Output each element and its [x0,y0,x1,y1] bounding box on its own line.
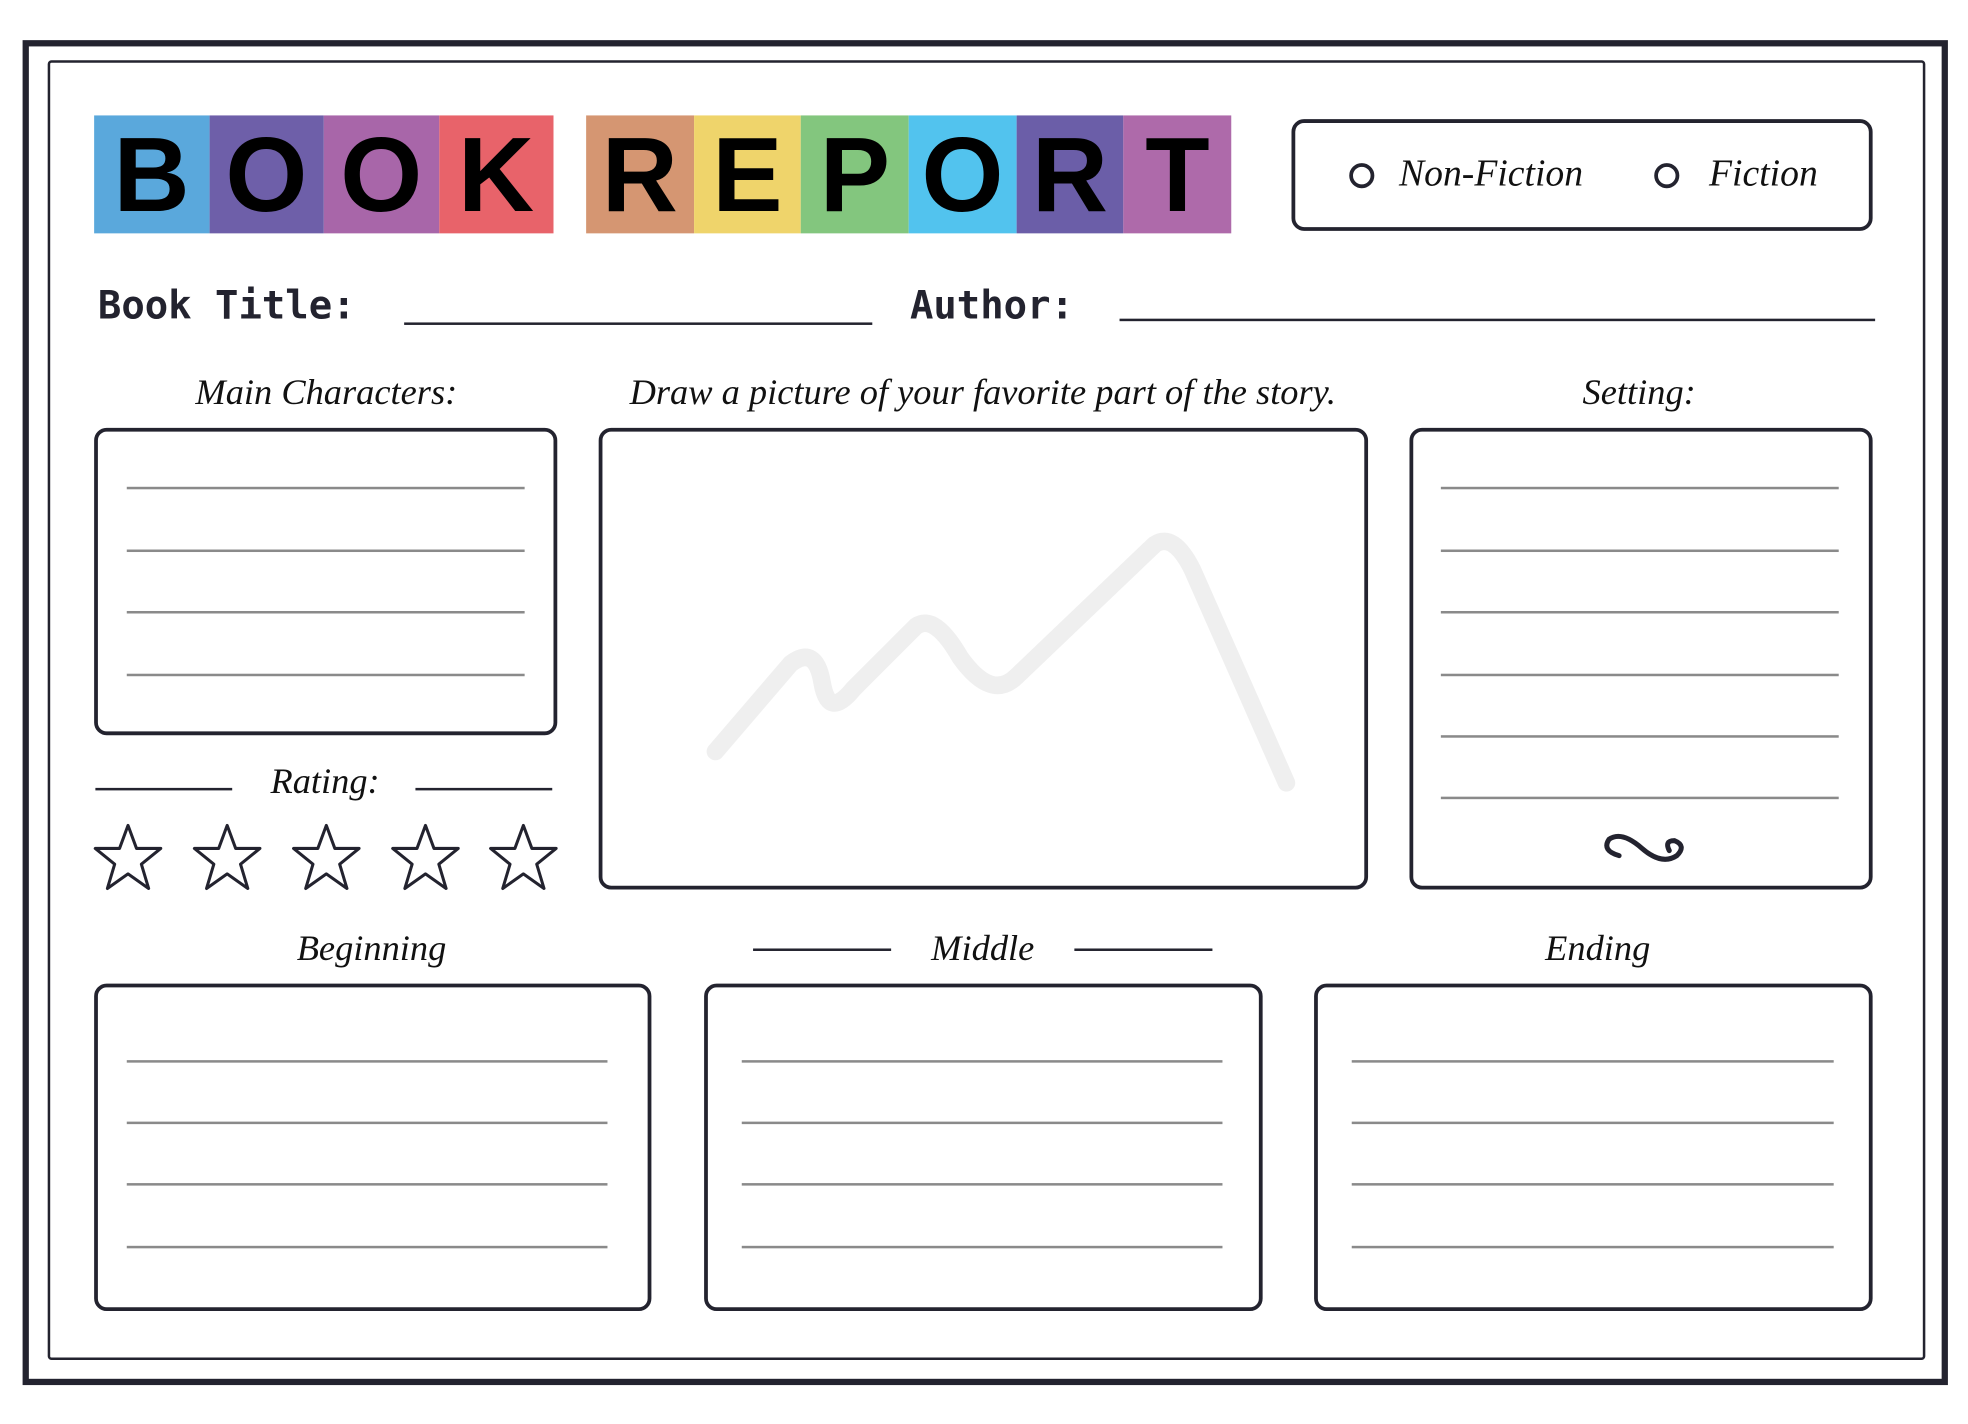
title-letter-tile: T [1123,115,1232,234]
fiction-radio[interactable] [1654,163,1680,189]
title-letter-tile: R [586,115,694,234]
swirl-ornament-icon [1604,833,1684,862]
writing-line [126,1121,608,1124]
author-label: Author: [909,283,1074,329]
author-field[interactable] [1119,318,1876,322]
drawing-box[interactable] [598,427,1369,890]
middle-divider-left [753,948,892,951]
rating-divider-left [95,787,233,791]
mountain-watermark-icon [706,532,1296,792]
writing-line [1351,1183,1834,1185]
writing-line [126,673,525,676]
rating-label: Rating: [270,761,380,802]
writing-line [126,486,525,489]
non-fiction-radio[interactable] [1349,163,1375,189]
outer-frame [22,40,1948,1386]
title-letter-tile: O [908,115,1017,234]
book-title-label: Book Title: [97,283,356,329]
writing-line [126,1183,608,1185]
ending-box[interactable] [1314,983,1873,1312]
ending-label: Ending [1545,928,1651,969]
fiction-label: Fiction [1709,153,1818,195]
book-title-field[interactable] [404,322,873,325]
setting-label: Setting: [1582,372,1696,413]
star-icon[interactable] [487,822,560,895]
writing-line [1351,1245,1834,1248]
writing-line [126,549,525,552]
inner-sketch-frame [47,60,1926,1360]
rating-divider-right [415,787,553,791]
title-letter-tile: O [323,115,439,234]
star-icon[interactable] [92,822,165,895]
genre-selector [1291,119,1873,231]
writing-line [741,1183,1223,1185]
writing-line [1440,673,1839,676]
writing-line [1440,486,1839,489]
writing-line [1351,1060,1834,1063]
writing-line [1351,1121,1834,1124]
star-icon[interactable] [191,822,264,895]
drawing-label: Draw a picture of your favorite part of … [629,372,1336,413]
writing-line [126,1060,608,1063]
non-fiction-label: Non-Fiction [1399,153,1584,195]
writing-line [1440,796,1839,799]
star-icon[interactable] [290,822,363,895]
writing-line [741,1060,1223,1063]
main-characters-box[interactable] [94,427,558,736]
star-icon[interactable] [389,822,462,895]
beginning-label: Beginning [296,928,447,969]
writing-line [126,1245,608,1248]
title-letter-tile: K [438,115,554,234]
writing-line [126,610,525,613]
writing-line [1440,735,1839,738]
title-letter-tile: O [208,115,324,234]
title-letter-tile: E [693,115,802,234]
setting-box[interactable] [1409,427,1873,890]
main-characters-label: Main Characters: [195,372,458,413]
beginning-box[interactable] [94,983,652,1312]
title-letter-tile: R [1016,115,1124,234]
title-letter-tile: P [801,115,909,234]
title-letter-tile: B [94,115,209,234]
middle-box[interactable] [704,983,1263,1312]
middle-divider-right [1074,948,1213,951]
writing-line [741,1245,1223,1248]
writing-line [741,1121,1223,1124]
writing-line [1440,610,1839,613]
middle-label: Middle [931,928,1035,969]
writing-line [1440,549,1839,552]
